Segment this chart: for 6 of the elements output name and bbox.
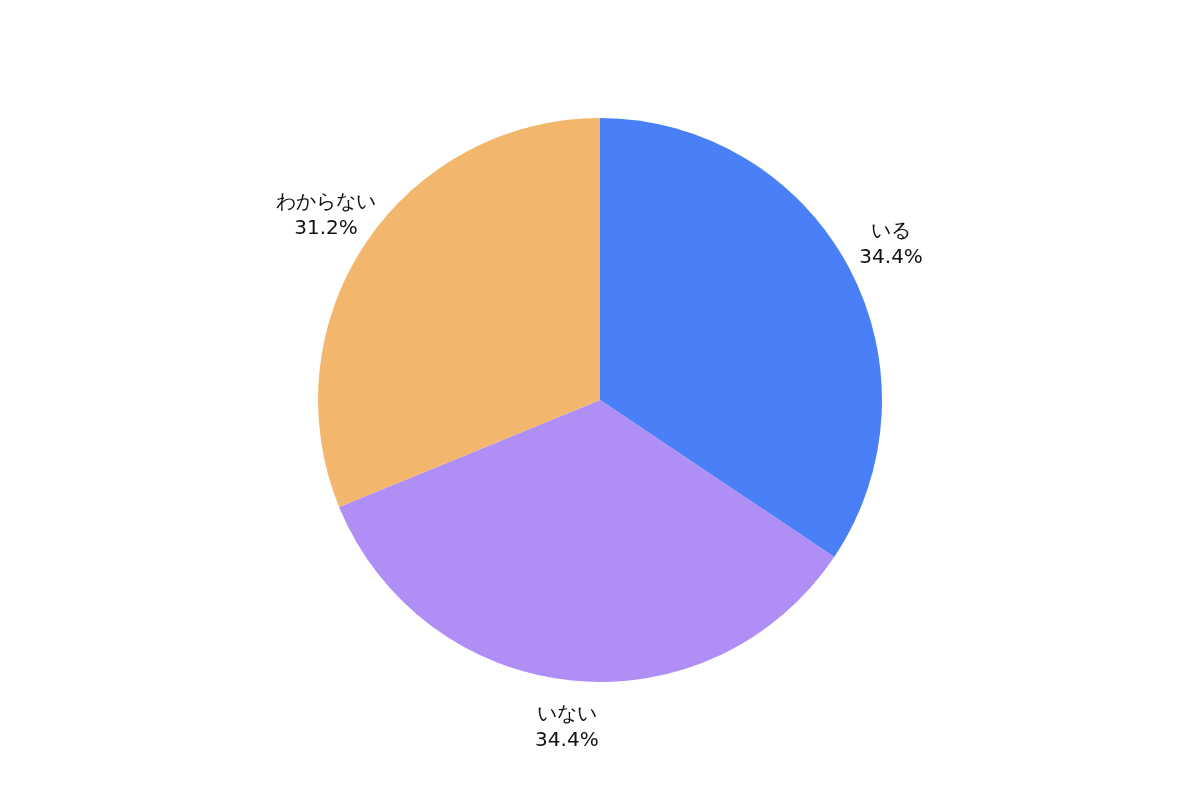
data-label: 31.2% [294, 215, 358, 240]
data-label: 34.4% [859, 243, 923, 268]
data-label: 34.4% [535, 727, 599, 752]
slice-label: わからない [275, 189, 376, 214]
slice-label: いない [536, 701, 597, 726]
slice-label: いる [871, 217, 912, 242]
